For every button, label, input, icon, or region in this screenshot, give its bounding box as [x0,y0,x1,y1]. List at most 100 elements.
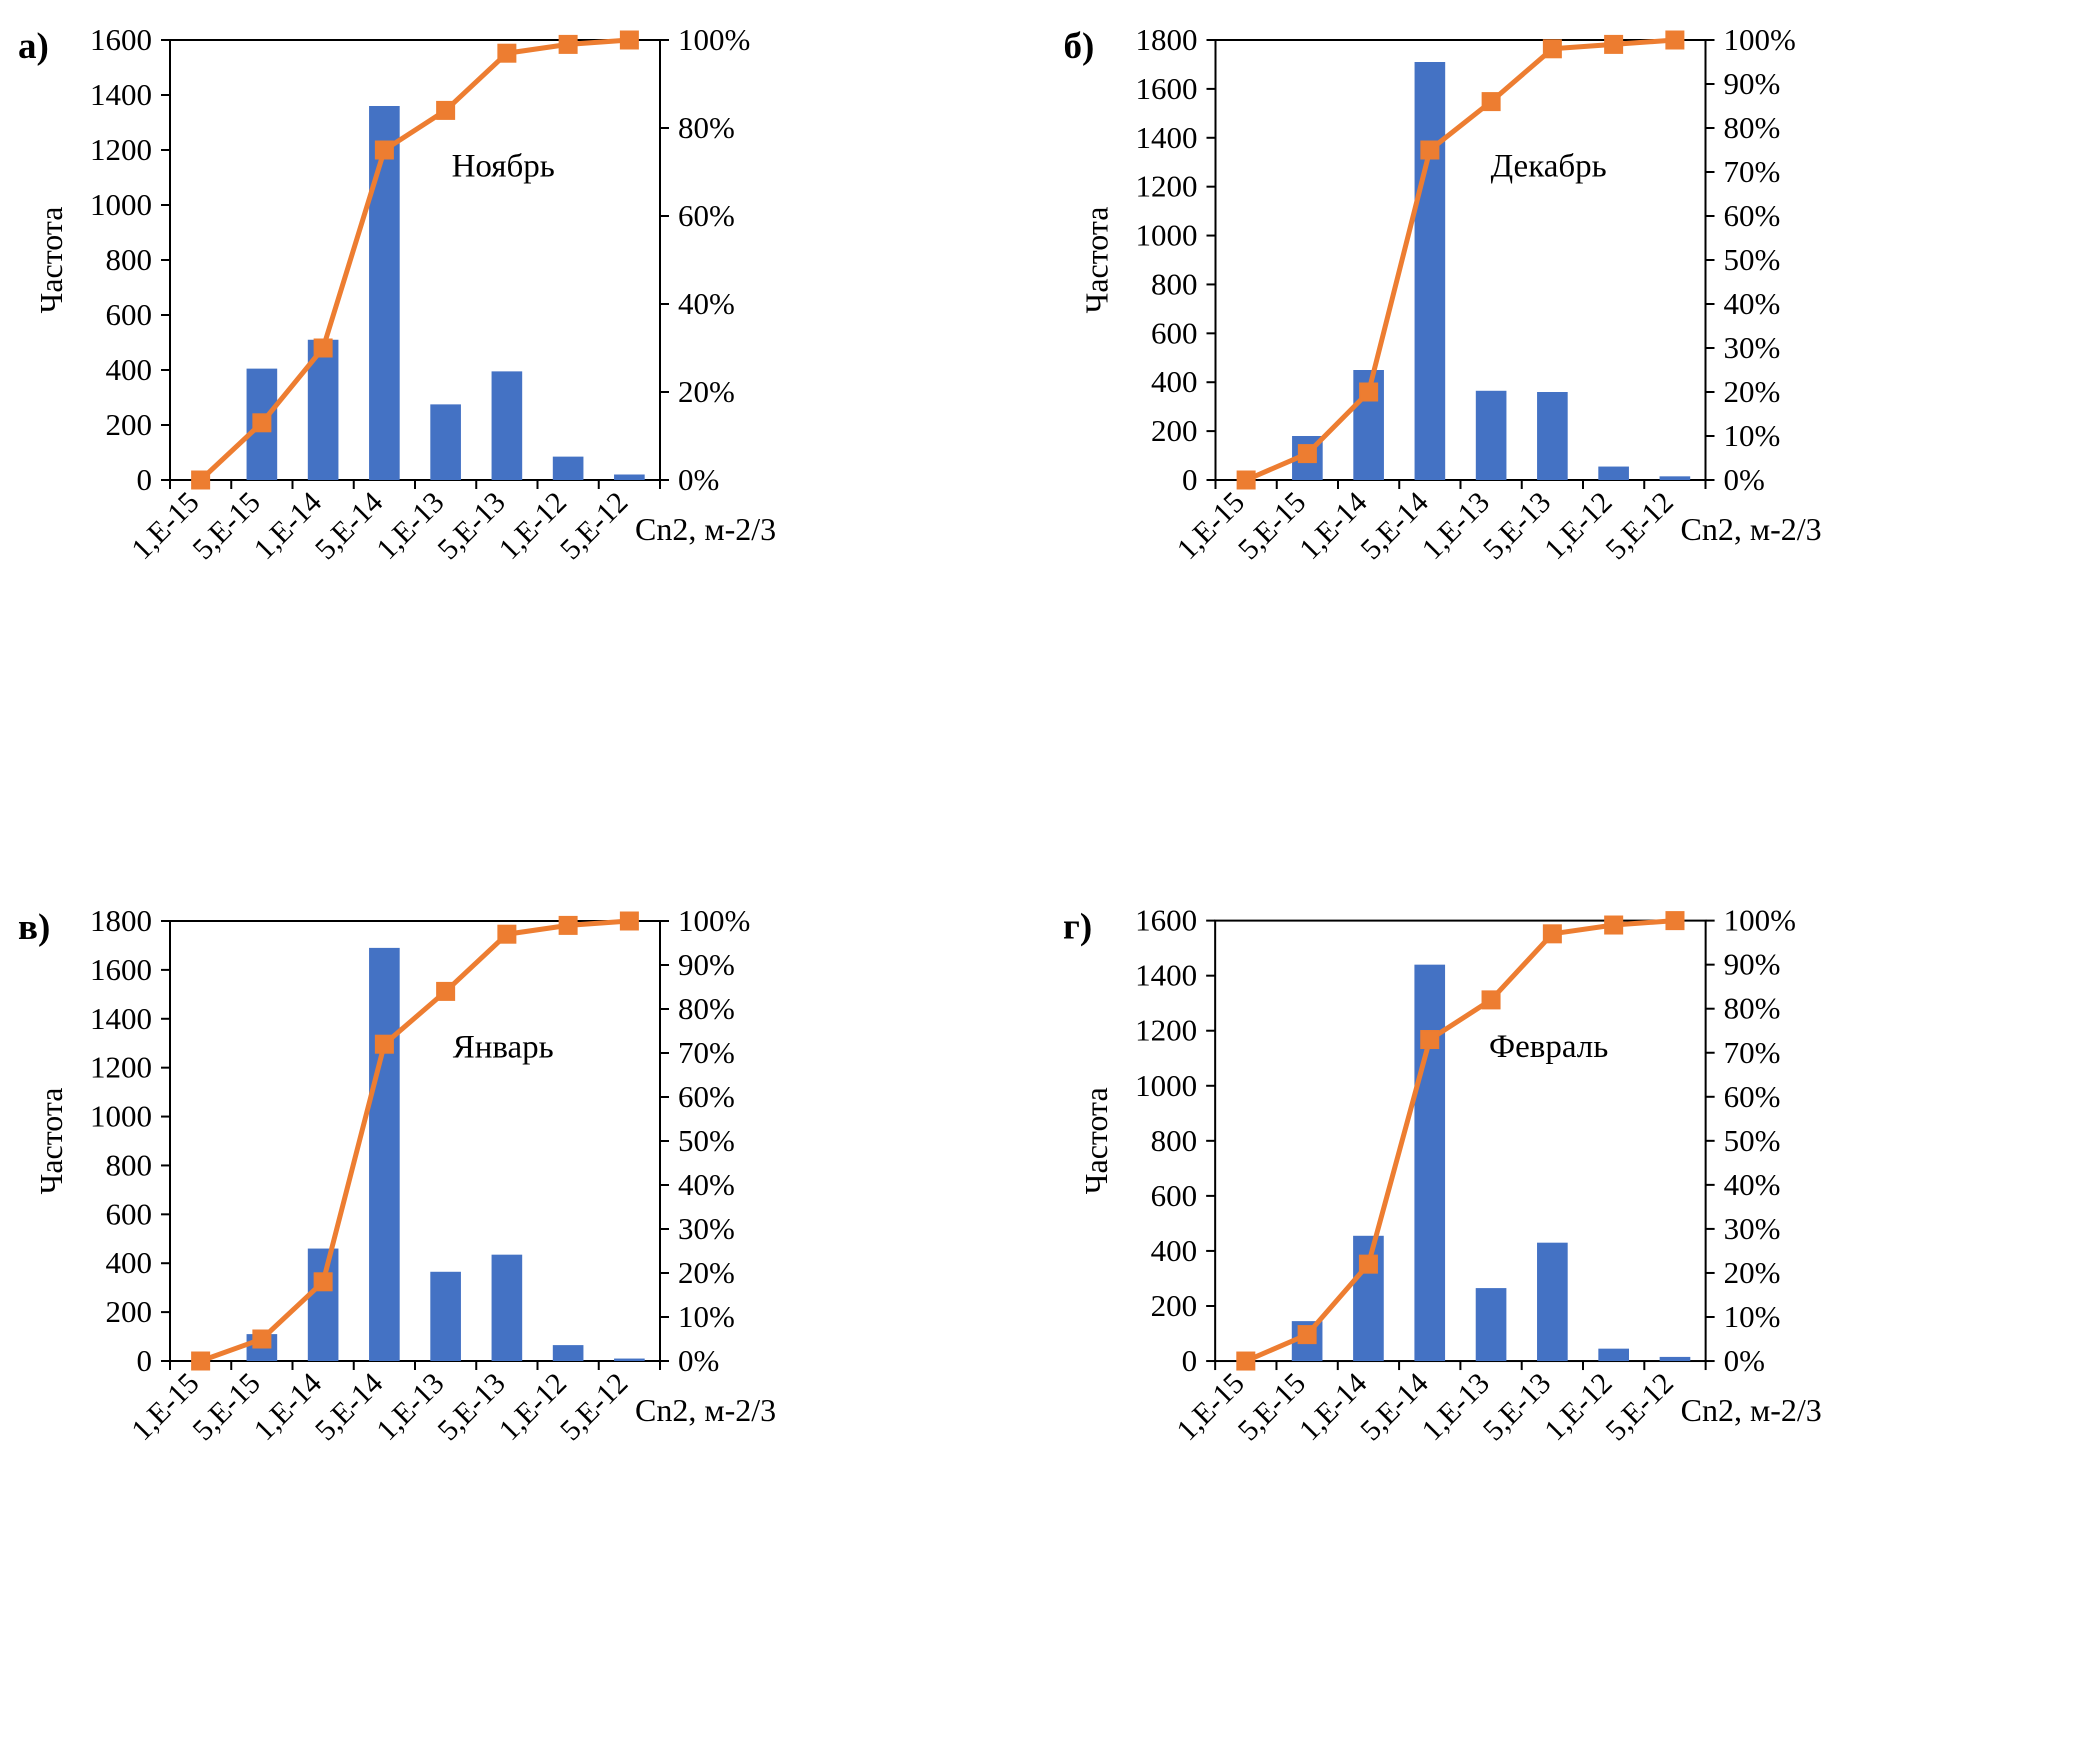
panel-letter: г) [1063,907,1092,948]
frequency-bar [1537,1242,1568,1362]
y-axis-tick-label: 600 [1151,315,1198,350]
y-axis-tick-label: 400 [106,1245,153,1280]
y2-axis-tick-label: 10% [678,1299,735,1334]
y2-axis-tick-label: 40% [1724,1167,1781,1202]
y-axis-tick-label: 1400 [90,1001,152,1036]
x-tick-label: 5,E-13 [431,486,511,566]
y-axis-tick-label: 1400 [1135,958,1197,993]
x-tick-label: 5,E-12 [554,486,634,566]
frequency-bar [552,456,584,480]
frequency-bar [491,371,523,480]
chart-panel-december: 0 200 400 600 800 1000 1200 1400 1600 1800 0% 10% 20… [1045,0,2091,880]
frequency-bar [1598,466,1629,480]
y-axis-tick-label: 800 [106,1147,153,1182]
y-axis-tick-label: 1200 [90,132,152,167]
plot-frame [169,39,661,481]
frequency-bar [307,1248,339,1361]
y-axis-tick-label: 800 [1151,1123,1198,1158]
plot-frame [1214,39,1707,481]
y-axis-tick-label: 1000 [1135,1068,1197,1103]
cumulative-marker [1297,444,1317,464]
cumulative-marker [252,413,272,433]
y2-axis-tick-label: 20% [678,374,735,409]
x-tick-label: 1,E-15 [125,486,205,566]
y2-axis-tick-label: 40% [678,1167,735,1202]
y2-axis-tick-label: 50% [1724,1123,1781,1158]
cumulative-marker [1542,39,1562,59]
cumulative-marker [313,338,333,358]
y2-axis-tick-label: 20% [678,1255,735,1290]
y-axis-tick-label: 800 [106,242,153,277]
x-tick-label: 1,E-14 [1293,1367,1374,1448]
month-label: Январь [453,1029,554,1065]
cumulative-marker [191,470,211,490]
x-tick-label: 1,E-12 [493,486,573,566]
frequency-bar [614,1358,645,1361]
chart-panel-january: 0 200 400 600 800 1000 1200 1400 1600 1800 0% 10% 20… [0,880,1045,1762]
frequency-bar [369,106,400,480]
x-axis-title: Cn2, м-2/3 [635,511,776,547]
pareto-chart-january: 0 200 400 600 800 1000 1200 1400 1600 1800 0% 10% 20… [18,903,776,1447]
y-axis-title: Частота [1079,207,1115,314]
y2-axis-tick-label: 80% [1724,110,1781,145]
frequency-bar [1659,1356,1691,1362]
frequency-bar [614,474,645,480]
y2-axis-tick-label: 0% [678,462,719,497]
y-axis-tick-label: 200 [106,407,153,442]
y2-axis-tick-label: 100% [678,22,750,57]
cumulative-marker [1542,924,1562,944]
y-axis-tick-label: 1000 [1136,218,1198,253]
pareto-chart-february: 0 200 400 600 800 1000 1200 1400 1600 0% 10% 20% 30%… [1063,903,1822,1448]
cumulative-marker [497,43,517,63]
x-tick-label: 1,E-12 [493,1367,573,1447]
y2-axis-tick-label: 90% [678,947,735,982]
y2-axis-tick-label: 80% [678,991,735,1026]
cumulative-marker [1420,1030,1440,1050]
y-axis-title: Частота [33,207,69,314]
cumulative-marker [1359,382,1379,402]
y-axis-tick-label: 1600 [90,952,152,987]
x-tick-label: 5,E-14 [309,486,389,566]
frequency-bar [369,947,400,1361]
cumulative-marker [374,140,394,160]
y-axis-tick-label: 0 [1182,462,1198,497]
y-axis-tick-label: 200 [1151,1288,1198,1323]
cumulative-line [198,37,630,482]
x-tick-label: 5,E-15 [1232,1367,1313,1448]
y-axis-tick-label: 400 [106,352,153,387]
frequency-bar [491,1254,523,1361]
frequency-bar [1659,476,1691,480]
x-tick-label: 1,E-13 [1416,486,1496,566]
frequency-bar [430,404,461,480]
frequency-bar [552,1345,584,1361]
y2-axis-tick-label: 0% [1724,1343,1765,1378]
y-axis-tick-label: 1200 [1135,1013,1197,1048]
y-axis-tick-label: 200 [106,1294,153,1329]
cumulative-marker [497,924,517,944]
y-axis-tick-label: 0 [1182,1343,1198,1378]
frequency-bar [1475,1288,1507,1362]
y-axis-tick-label: 1200 [1136,169,1198,204]
y-axis-tick-label: 600 [1151,1178,1198,1213]
x-tick-label: 1,E-15 [1171,486,1251,566]
y2-axis-tick-label: 40% [678,286,735,321]
x-tick-label: 5,E-14 [1354,486,1434,566]
month-label: Ноябрь [452,148,555,184]
y2-axis-tick-label: 30% [1724,1211,1781,1246]
y2-axis-tick-label: 100% [678,903,750,938]
x-axis-title: Cn2, м-2/3 [1681,1392,1822,1428]
y2-axis-tick-label: 10% [1724,1299,1781,1334]
y-axis-tick-label: 1600 [90,22,152,57]
y2-axis-tick-label: 90% [1724,66,1781,101]
x-tick-label: 5,E-15 [186,1367,266,1447]
y2-axis-tick-label: 70% [1724,1035,1781,1070]
y2-axis-tick-label: 100% [1724,903,1796,938]
cumulative-marker [1604,915,1624,935]
y-axis-tick-label: 400 [1151,1233,1198,1268]
y2-axis-tick-label: 60% [1724,198,1781,233]
y2-axis-tick-label: 0% [1724,462,1765,497]
x-tick-label: 1,E-13 [370,486,450,566]
month-label: Декабрь [1491,148,1607,184]
y-axis-tick-label: 200 [1151,413,1198,448]
